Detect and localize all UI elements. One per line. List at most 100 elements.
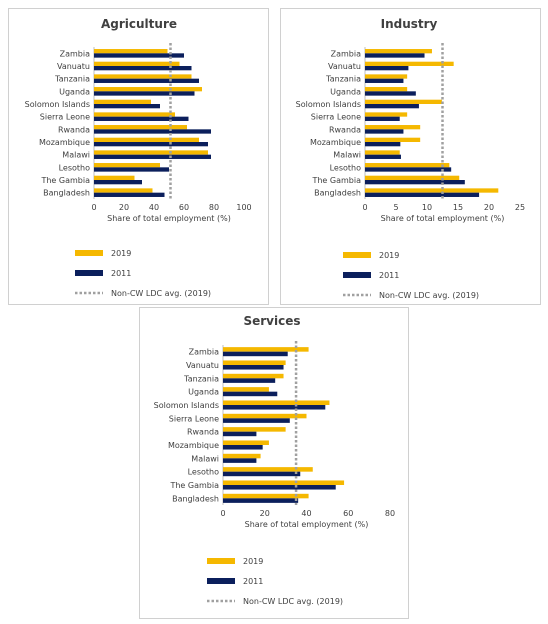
x-tick-label: 0 (91, 203, 96, 212)
bar-2011 (223, 498, 299, 503)
bar-2019 (94, 49, 168, 54)
x-tick-label: 80 (209, 203, 219, 212)
bar-2019 (223, 347, 309, 352)
bar-2011 (94, 53, 184, 58)
bar-2019 (365, 137, 421, 142)
bar-2011 (94, 116, 189, 121)
bar-2011 (365, 142, 401, 147)
bar-2019 (94, 87, 202, 92)
legend-swatch-2011 (75, 270, 103, 276)
bar-2011 (94, 192, 165, 197)
bar-2011 (94, 154, 211, 159)
bar-2011 (223, 351, 288, 357)
bar-2011 (223, 485, 336, 490)
bar-2019 (94, 125, 187, 130)
bar-2011 (365, 53, 425, 58)
bar-2019 (365, 150, 400, 155)
bar-2019 (94, 61, 180, 66)
bar-2019 (223, 373, 284, 379)
category-label: Solomon Islands (154, 401, 219, 410)
legend-swatch-2011 (343, 272, 371, 278)
category-label: Tanzania (325, 75, 361, 84)
bar-2019 (365, 49, 432, 54)
legend-swatch-2019 (75, 250, 103, 256)
x-tick-label: 60 (179, 203, 189, 212)
x-tick-label: 5 (393, 203, 398, 212)
bar-2019 (365, 175, 460, 180)
category-label: Lesotho (330, 163, 362, 172)
chart-title: Agriculture (101, 17, 177, 31)
category-label: Lesotho (188, 468, 220, 477)
category-label: Vanuatu (57, 62, 90, 71)
bar-2019 (223, 467, 313, 472)
bar-2011 (365, 66, 409, 71)
category-label: Solomon Islands (25, 100, 90, 109)
bar-2011 (94, 66, 192, 71)
x-axis-label: Share of total employment (%) (381, 214, 505, 223)
category-label: The Gambia (311, 176, 361, 185)
bar-2011 (94, 142, 208, 147)
legend-label-2011: 2011 (243, 577, 263, 586)
legend-swatch-2011 (207, 578, 235, 584)
x-tick-label: 20 (484, 203, 494, 212)
category-label: Uganda (59, 87, 90, 96)
agriculture-chart: Agriculture Zambia Vanuatu Tanzania Uganda So… (25, 17, 252, 298)
bar-2019 (94, 188, 153, 193)
bar-2019 (94, 112, 175, 117)
bar-2019 (223, 427, 286, 432)
bar-2011 (365, 192, 480, 197)
bar-2019 (223, 413, 307, 419)
bar-2011 (94, 129, 211, 134)
legend-label-2011: 2011 (111, 269, 131, 278)
bar-2011 (365, 154, 401, 159)
category-label: Zambia (60, 49, 90, 58)
bar-2019 (223, 453, 261, 459)
legend-label-2019: 2019 (379, 251, 399, 260)
legend-label-average: Non-CW LDC avg. (2019) (111, 289, 211, 298)
category-label: Bangladesh (172, 494, 219, 503)
bar-2019 (94, 150, 208, 155)
bar-2011 (223, 431, 257, 437)
bar-2019 (365, 99, 442, 104)
category-label: Solomon Islands (296, 100, 361, 109)
category-label: Tanzania (183, 374, 219, 383)
legend-label-average: Non-CW LDC avg. (2019) (379, 291, 479, 300)
bar-2019 (223, 493, 309, 499)
category-label: Rwanda (58, 125, 90, 134)
bar-2019 (94, 163, 160, 168)
x-tick-label: 25 (515, 203, 525, 212)
category-label: The Gambia (169, 481, 219, 490)
category-label: Rwanda (329, 125, 361, 134)
bar-2011 (223, 445, 263, 450)
legend-swatch-2019 (207, 558, 235, 564)
category-label: Malawi (62, 151, 90, 160)
bar-2011 (365, 129, 404, 134)
bar-2019 (223, 400, 330, 405)
bar-2019 (223, 480, 345, 485)
bar-2011 (365, 104, 419, 109)
bar-2011 (365, 116, 400, 121)
category-label: Mozambique (39, 138, 90, 147)
category-label: Rwanda (187, 428, 219, 437)
bar-2019 (365, 61, 454, 66)
bar-2011 (365, 91, 416, 96)
legend-label-2019: 2019 (111, 249, 131, 258)
legend-label-2019: 2019 (243, 557, 263, 566)
category-label: Bangladesh (43, 189, 90, 198)
chart-title: Services (243, 314, 300, 328)
category-label: Sierra Leone (169, 414, 219, 423)
x-tick-label: 20 (260, 509, 270, 518)
category-label: Mozambique (168, 441, 219, 450)
x-tick-label: 0 (220, 509, 225, 518)
legend-label-average: Non-CW LDC avg. (2019) (243, 597, 343, 606)
category-label: Zambia (189, 348, 219, 357)
x-axis-label: Share of total employment (%) (107, 214, 231, 223)
category-label: Uganda (330, 87, 361, 96)
legend-swatch-2019 (343, 252, 371, 258)
industry-chart: Industry Zambia Vanuatu Tanzania Uganda Solom… (296, 17, 525, 300)
bar-2019 (223, 387, 269, 392)
bar-2019 (94, 137, 199, 142)
category-label: Sierra Leone (40, 113, 90, 122)
x-tick-label: 100 (236, 203, 251, 212)
bar-2011 (94, 167, 169, 172)
